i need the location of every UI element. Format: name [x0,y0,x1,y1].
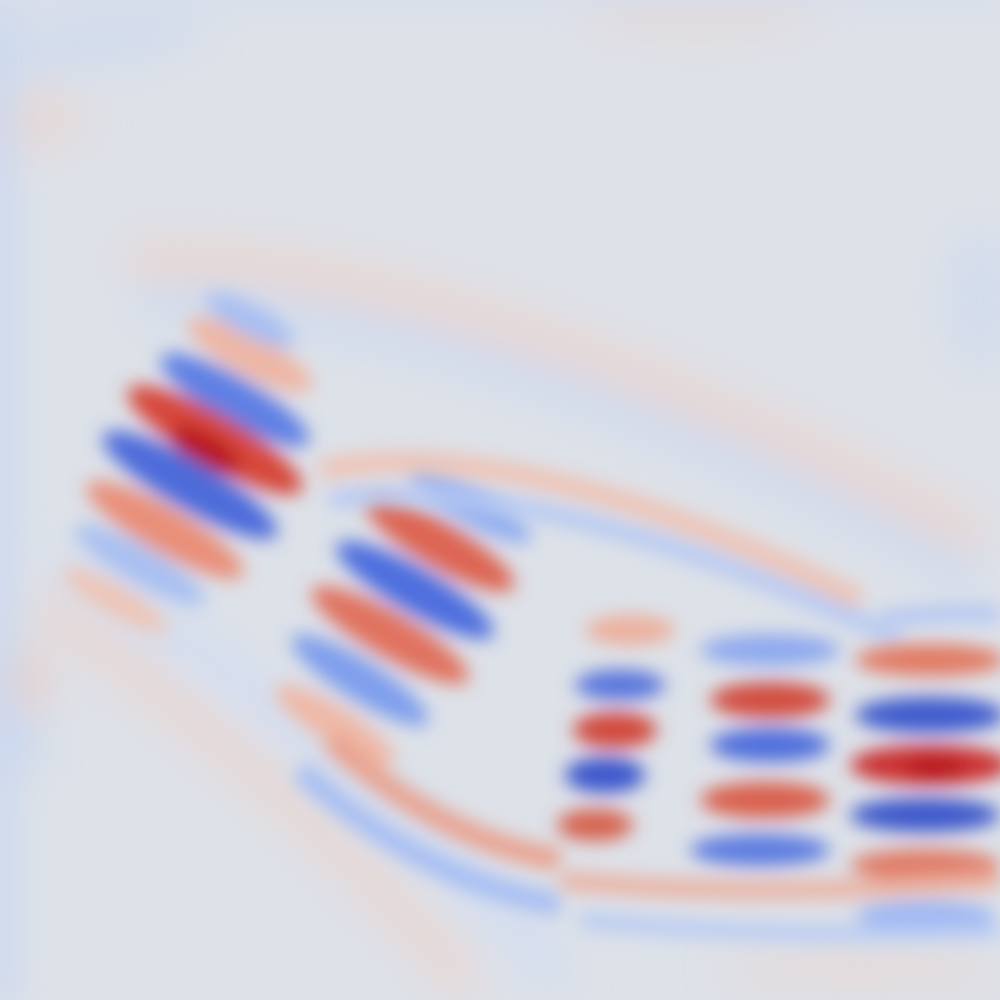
connecting-bands [318,452,904,649]
middle-lobe-stripes [274,466,562,916]
right-lobe-stripes [557,605,1000,942]
left-lobe-stripes [62,292,313,633]
